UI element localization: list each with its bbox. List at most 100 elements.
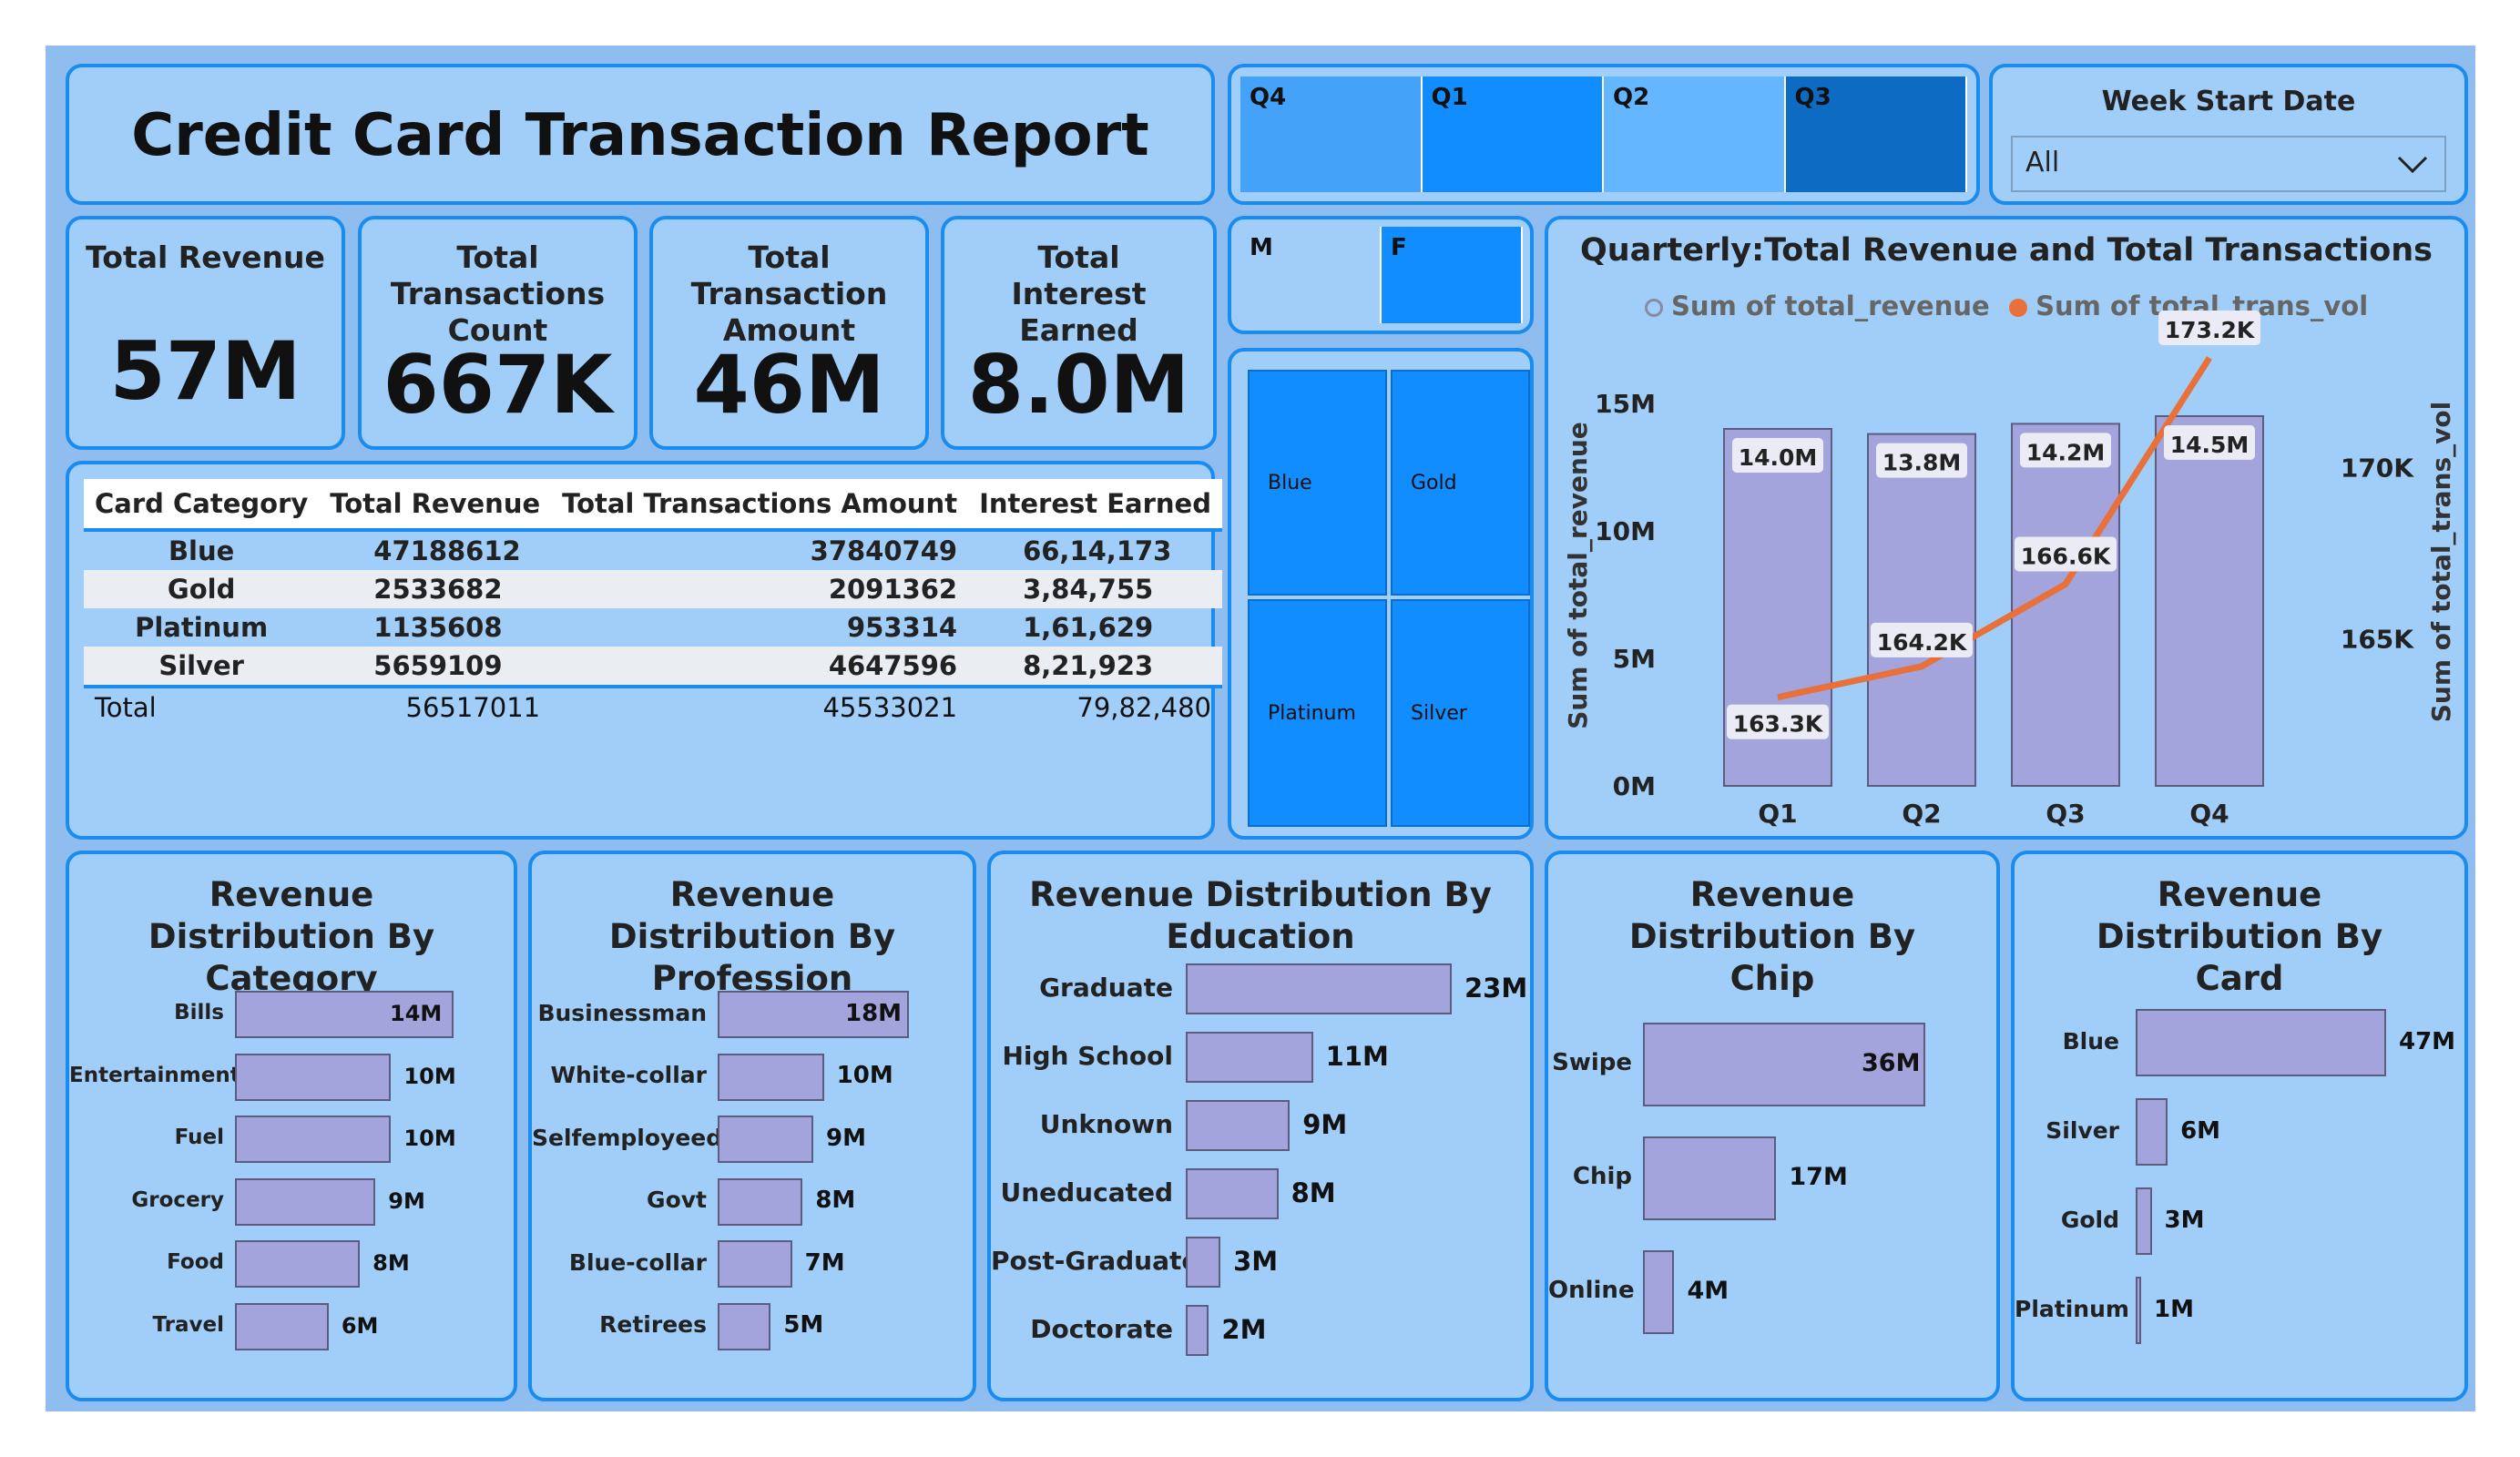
- bar-category-label: White-collar: [550, 1062, 707, 1089]
- treemap-cell-blue[interactable]: Blue: [1248, 370, 1387, 596]
- bar-value-label: 7M: [804, 1248, 845, 1277]
- treemap-cell-platinum[interactable]: Platinum: [1248, 599, 1387, 827]
- y2-tick-label: 165K: [2341, 625, 2414, 655]
- quarter-tile-q4[interactable]: Q4: [1240, 76, 1423, 192]
- bar-value-label: 10M: [403, 1126, 456, 1152]
- bar-value-label: 17M: [1789, 1163, 1848, 1192]
- x-tick-label: Q3: [2046, 799, 2085, 829]
- section-title: Revenue Distribution By Category: [148, 875, 435, 998]
- y-axis-title: Sum of total_revenue: [1563, 422, 1593, 729]
- bar[interactable]: [718, 1302, 771, 1350]
- kpi-value: 667K: [383, 338, 613, 432]
- bar[interactable]: [1643, 1250, 1675, 1334]
- bar[interactable]: [2136, 1098, 2168, 1166]
- bar[interactable]: [235, 1116, 392, 1163]
- table-cell: 45533021: [822, 692, 958, 723]
- kpi-label: Total Revenue: [86, 239, 325, 275]
- trans-data-label: 166.6K: [2021, 543, 2112, 569]
- y-tick-label: 5M: [1613, 644, 1656, 674]
- bar[interactable]: [235, 1177, 376, 1226]
- bar[interactable]: [718, 1240, 792, 1288]
- transactions-line: [1777, 356, 2212, 701]
- treemap-cell-silver[interactable]: Silver: [1391, 599, 1530, 827]
- table-header[interactable]: Interest Earned: [968, 479, 1222, 532]
- week-filter-label: Week Start Date: [2101, 86, 2356, 117]
- bar-category-label: Online: [1548, 1277, 1635, 1305]
- bar[interactable]: [718, 1177, 803, 1226]
- card-category-table: Card Category Total Revenue Total Transa…: [84, 479, 1222, 727]
- trans-data-label: 163.3K: [1733, 711, 1824, 738]
- table-cell: Platinum: [135, 612, 269, 643]
- bar-category-label: Platinum: [2015, 1295, 2129, 1322]
- bar[interactable]: [718, 1116, 813, 1163]
- y-tick-label: 0M: [1613, 771, 1656, 801]
- bar-category-label: Swipe: [1552, 1049, 1632, 1077]
- bar[interactable]: [1186, 1168, 1279, 1219]
- bar[interactable]: [2136, 1009, 2386, 1076]
- chart-title: Quarterly:Total Revenue and Total Transa…: [1579, 232, 2433, 269]
- y2-axis-title: Sum of total_trans_vol: [2426, 402, 2456, 722]
- table-cell: 66,14,173: [1023, 535, 1172, 566]
- table-row[interactable]: Blue 47188612 37840749 66,14,173: [84, 530, 1222, 570]
- bar[interactable]: [1186, 1305, 1209, 1356]
- revenue-data-label: 14.5M: [2170, 432, 2250, 458]
- table-header[interactable]: Card Category: [84, 479, 320, 532]
- table-row[interactable]: Platinum 1135608 953314 1,61,629: [84, 608, 1222, 647]
- bar-category-label: Chip: [1572, 1163, 1632, 1191]
- bar-value-label: 2M: [1221, 1313, 1267, 1345]
- bar-category-label: Post-Graduate: [991, 1245, 1199, 1276]
- x-tick-label: Q2: [1902, 799, 1941, 829]
- table-cell: 2533682: [319, 570, 552, 608]
- table-row[interactable]: Gold 2533682 2091362 3,84,755: [84, 570, 1222, 608]
- bar[interactable]: [2136, 1277, 2141, 1344]
- bar[interactable]: [235, 1240, 361, 1288]
- gender-tile-m[interactable]: M: [1240, 227, 1382, 323]
- revenue-bar: [2155, 415, 2264, 787]
- table-cell: 953314: [847, 612, 958, 643]
- bar-category-label: Uneducated: [1000, 1177, 1173, 1207]
- trans-data-label-bg: [2015, 536, 2117, 572]
- week-start-date-dropdown[interactable]: All: [2011, 136, 2446, 192]
- bar[interactable]: [2136, 1187, 2152, 1255]
- bar[interactable]: [235, 1302, 329, 1350]
- bar-category-label: Fuel: [174, 1126, 224, 1150]
- bar-category-label: Selfemployeed: [532, 1124, 723, 1151]
- week-filter-value: All: [2025, 147, 2060, 178]
- treemap-cell-gold[interactable]: Gold: [1391, 370, 1530, 596]
- x-tick-label: Q1: [1758, 799, 1797, 829]
- revenue-data-label: 13.8M: [1882, 450, 1962, 476]
- bar[interactable]: [1643, 1136, 1777, 1220]
- table-row[interactable]: Silver 5659109 4647596 8,21,923: [84, 647, 1222, 687]
- bar[interactable]: [718, 1053, 824, 1101]
- gender-tile-f[interactable]: F: [1382, 227, 1523, 323]
- bar[interactable]: [718, 991, 909, 1038]
- quarter-tile-q3[interactable]: Q3: [1785, 76, 1967, 192]
- bar[interactable]: [235, 991, 454, 1038]
- bar[interactable]: [1186, 1237, 1221, 1288]
- quarter-slicer-panel: Q4 Q1 Q2 Q3: [1228, 64, 1980, 205]
- table-header[interactable]: Total Revenue: [319, 479, 552, 532]
- dashboard-canvas: Credit Card Transaction Report Q4 Q1 Q2 Q3 …: [46, 46, 2475, 1411]
- table-header[interactable]: Total Transactions Amount: [551, 479, 969, 532]
- table-cell: 37840749: [810, 535, 958, 566]
- table-cell: Silver: [84, 647, 320, 687]
- revenue-data-label: 14.0M: [1739, 444, 1818, 471]
- bar[interactable]: [1186, 1100, 1291, 1151]
- bar-category-label: Retirees: [599, 1311, 707, 1339]
- section-title: Revenue Distribution By Card: [2096, 875, 2383, 998]
- bar[interactable]: [1186, 963, 1452, 1014]
- quarter-tile-q1[interactable]: Q1: [1422, 76, 1604, 192]
- bar-category-label: Silver: [2046, 1116, 2119, 1144]
- kpi-label: Total Interest Earned: [1011, 239, 1147, 348]
- revenue-data-label-bg: [2020, 433, 2111, 468]
- quarter-tile-q2[interactable]: Q2: [1604, 76, 1786, 192]
- treemap-label: Platinum: [1268, 701, 1356, 725]
- quarterly-chart-panel: Quarterly:Total Revenue and Total Transa…: [1545, 216, 2468, 840]
- bar[interactable]: [1643, 1023, 1925, 1106]
- bar[interactable]: [235, 1053, 392, 1101]
- bar[interactable]: [1186, 1032, 1313, 1083]
- bar-category-label: Govt: [647, 1187, 707, 1214]
- card-treemap-panel: Blue Gold Platinum Silver: [1228, 348, 1534, 840]
